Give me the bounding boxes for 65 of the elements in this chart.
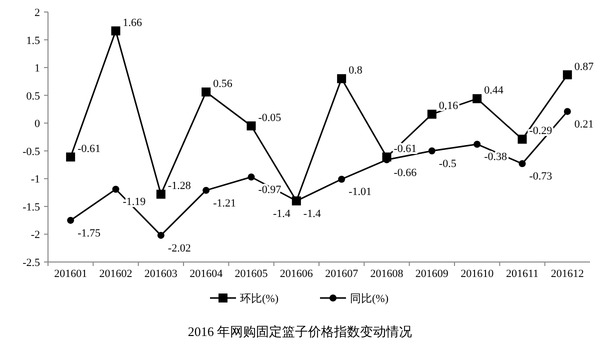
data-label: -0.61 xyxy=(394,143,417,155)
data-label: -0.66 xyxy=(394,166,418,179)
point xyxy=(518,160,526,168)
y-tick-label: 0.5 xyxy=(26,90,40,102)
point xyxy=(157,232,164,239)
x-tick-label: 201612 xyxy=(550,268,584,280)
data-label: 0.56 xyxy=(213,78,233,90)
point xyxy=(112,186,120,193)
x-tick-label: 201601 xyxy=(54,268,88,280)
y-tick-label: 1.5 xyxy=(26,34,40,47)
point xyxy=(562,70,572,80)
data-label: 0.87 xyxy=(574,60,594,73)
point xyxy=(202,88,211,96)
data-label: -0.38 xyxy=(484,151,508,164)
point xyxy=(246,121,256,130)
data-label: -2.02 xyxy=(168,242,191,254)
x-tick-label: 201602 xyxy=(99,268,132,280)
x-tick-label: 201606 xyxy=(280,268,314,280)
y-tick-label: -1.5 xyxy=(22,201,40,214)
y-tick-label: 2 xyxy=(34,7,40,19)
y-tick-label: 0 xyxy=(34,118,40,130)
y-tick-label: -2.5 xyxy=(22,257,40,269)
data-label: -1.28 xyxy=(168,180,192,192)
point xyxy=(518,134,527,144)
point xyxy=(428,147,436,154)
x-tick-label: 201609 xyxy=(415,268,449,280)
x-tick-label: 201608 xyxy=(370,268,404,280)
x-tick-label: 201603 xyxy=(144,268,178,280)
point xyxy=(156,190,166,199)
point xyxy=(564,108,571,115)
x-tick-label: 201605 xyxy=(234,268,268,280)
y-tick-label: -1 xyxy=(30,174,40,186)
data-label: -1.4 xyxy=(303,208,322,220)
data-label: 0.21 xyxy=(574,118,594,130)
y-tick-label: 1 xyxy=(34,62,40,75)
data-label: 1.66 xyxy=(122,16,142,29)
point xyxy=(337,74,346,84)
point xyxy=(248,174,255,180)
legend-label: 同比(%) xyxy=(350,292,389,305)
y-tick-label: -2 xyxy=(30,229,40,242)
data-label: 0.8 xyxy=(348,64,363,77)
data-label: -1.21 xyxy=(213,197,236,210)
point xyxy=(427,110,436,119)
x-tick-label: 201604 xyxy=(190,268,224,280)
point xyxy=(67,216,74,224)
data-label: -0.5 xyxy=(438,158,457,170)
data-label: -0.05 xyxy=(258,112,282,124)
x-tick-label: 201607 xyxy=(325,268,359,280)
data-label: -0.73 xyxy=(529,170,553,183)
point xyxy=(474,140,481,148)
point xyxy=(202,186,210,194)
data-label: -0.61 xyxy=(78,143,101,155)
data-label: -1.01 xyxy=(348,186,372,198)
point xyxy=(111,26,120,36)
x-tick-label: 201611 xyxy=(506,268,539,280)
data-label: -1.4 xyxy=(272,208,291,220)
y-tick-label: -0.5 xyxy=(22,146,40,158)
data-label: 0.44 xyxy=(484,84,504,97)
data-label: -1.75 xyxy=(78,227,101,240)
x-tick-label: 201610 xyxy=(460,268,494,280)
point xyxy=(66,152,76,162)
point xyxy=(472,94,482,104)
text: 2016 年网购固定篮子价格指数变动情况 xyxy=(188,324,412,339)
point xyxy=(338,176,346,183)
legend-label: 环比(%) xyxy=(240,292,279,305)
